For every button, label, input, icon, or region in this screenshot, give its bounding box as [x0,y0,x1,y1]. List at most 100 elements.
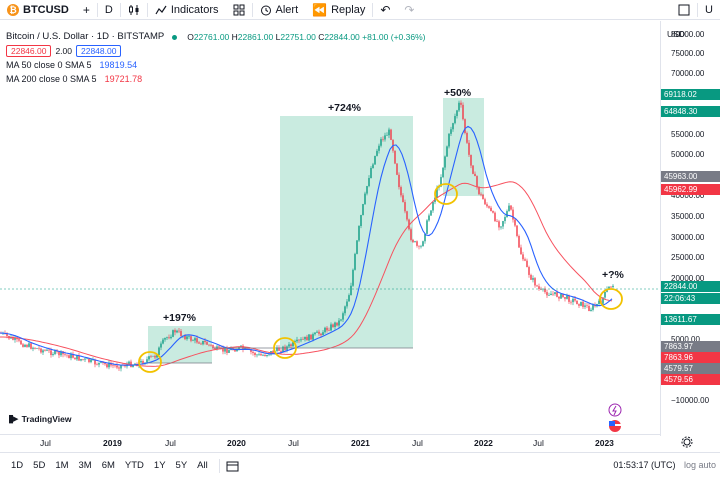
candle [312,334,314,340]
price-tag: 7863.97 [661,341,720,352]
calendar-range-icon[interactable] [226,460,240,472]
undo-button[interactable]: ↶ [373,0,397,20]
candle [186,336,188,340]
chart-legend: Bitcoin / U.S. Dollar · 1D · BITSTAMP O22… [6,30,425,86]
ma50-legend[interactable]: MA 50 close 0 SMA 5 19819.54 [6,58,425,72]
price-tag: 13611.67 [661,314,720,325]
plus-icon: + [82,2,90,17]
time-axis[interactable]: Jul 2019 Jul 2020 Jul 2021 Jul 2022 Jul 2023 [0,434,660,452]
candle [36,348,38,349]
tradingview-logo[interactable]: ▮▸ TradingView [8,412,72,425]
marker-circle[interactable] [434,183,458,205]
chart-pane[interactable]: +197% +724% +50% +?% ▮▸ TradingView [0,21,660,436]
ma50-line [0,125,613,366]
layouts-button[interactable] [226,0,252,20]
highlight-box[interactable] [280,116,413,348]
candle [500,226,502,228]
price-tick-label: 20000.00 [671,274,705,283]
candle [34,347,36,349]
range-button[interactable]: 1M [55,460,69,471]
sell-button[interactable]: 22846.00 [6,44,52,58]
indicators-button[interactable]: Indicators [148,0,226,20]
candle [174,330,176,333]
candles-icon [128,4,139,15]
candle [242,345,244,350]
candle [282,346,284,352]
range-button[interactable]: 5D [33,460,46,471]
range-button[interactable]: 3M [78,460,92,471]
clock-time[interactable]: 01:53:17 (UTC) [613,460,676,470]
legend-symbol-row: Bitcoin / U.S. Dollar · 1D · BITSTAMP O22… [6,30,425,44]
fullscreen-button[interactable] [671,0,697,20]
candle [360,215,362,227]
candle [208,344,210,346]
candle [356,240,358,254]
candle [266,355,268,357]
candle [408,219,410,230]
price-axis[interactable]: USD 80000.0075000.0070000.0065000.006000… [660,21,720,436]
add-symbol-button[interactable]: + [76,0,97,20]
candle [570,301,572,303]
candle [386,135,388,136]
divider [146,2,148,17]
unnamed-layout-button[interactable]: U [698,0,720,20]
candle [330,324,332,331]
replay-button[interactable]: ⏪ Replay [305,0,372,20]
range-button[interactable]: 5Y [175,460,188,471]
candle [276,347,278,351]
candle [332,324,334,327]
chart-type-button[interactable] [121,0,147,20]
candle [478,186,480,195]
rewind-icon: ⏪ [312,2,328,17]
gear-icon[interactable] [681,436,693,448]
price-tag: 45962.99 [661,184,720,195]
marker-circle[interactable] [273,337,297,359]
candle [390,129,392,140]
candle [394,150,396,164]
highlight-box[interactable] [148,326,212,363]
candle [398,174,400,188]
marker-circle[interactable] [138,351,162,373]
range-button[interactable]: All [197,460,208,471]
candle [554,292,556,295]
candle [506,211,508,218]
legend-title[interactable]: Bitcoin / U.S. Dollar · 1D · BITSTAMP [6,31,165,43]
candle [480,194,482,195]
lightning-icon[interactable] [608,403,622,417]
buy-button[interactable]: 22848.00 [76,44,122,58]
marker-circle[interactable] [599,288,623,310]
redo-button[interactable]: ↷ [397,0,421,20]
range-button[interactable]: 1Y [153,460,166,471]
candle [104,363,106,365]
ma200-legend[interactable]: MA 200 close 0 SMA 5 19721.78 [6,72,425,86]
candle [430,210,432,216]
candle [302,339,304,340]
candle [152,355,154,357]
price-chart[interactable] [0,21,660,436]
candle [206,342,208,345]
candle [448,133,450,147]
log-auto-label[interactable]: log auto [683,460,716,470]
candle [80,359,82,361]
range-button[interactable]: 1D [11,460,24,471]
candle [404,202,406,212]
currency-label[interactable]: USD [667,29,685,39]
candle [552,293,554,295]
candle [598,300,600,304]
brand-label: TradingView [21,413,72,424]
range-button[interactable]: YTD [124,460,144,471]
us-flag-icon[interactable] [608,419,622,433]
price-tag: 22:06:43 [661,293,720,304]
range-button[interactable]: 6M [101,460,115,471]
candle [516,225,518,236]
price-tag: 69118.02 [661,89,720,100]
candle [150,356,152,357]
candle [342,313,344,320]
time-tick-label: 2020 [227,438,246,448]
candle [32,347,34,349]
candle [178,330,180,332]
interval-button[interactable]: D [98,0,120,20]
candle [608,286,610,290]
symbol-search-button[interactable]: ₿ BTCUSD [0,0,76,20]
alert-button[interactable]: Alert [253,0,306,20]
